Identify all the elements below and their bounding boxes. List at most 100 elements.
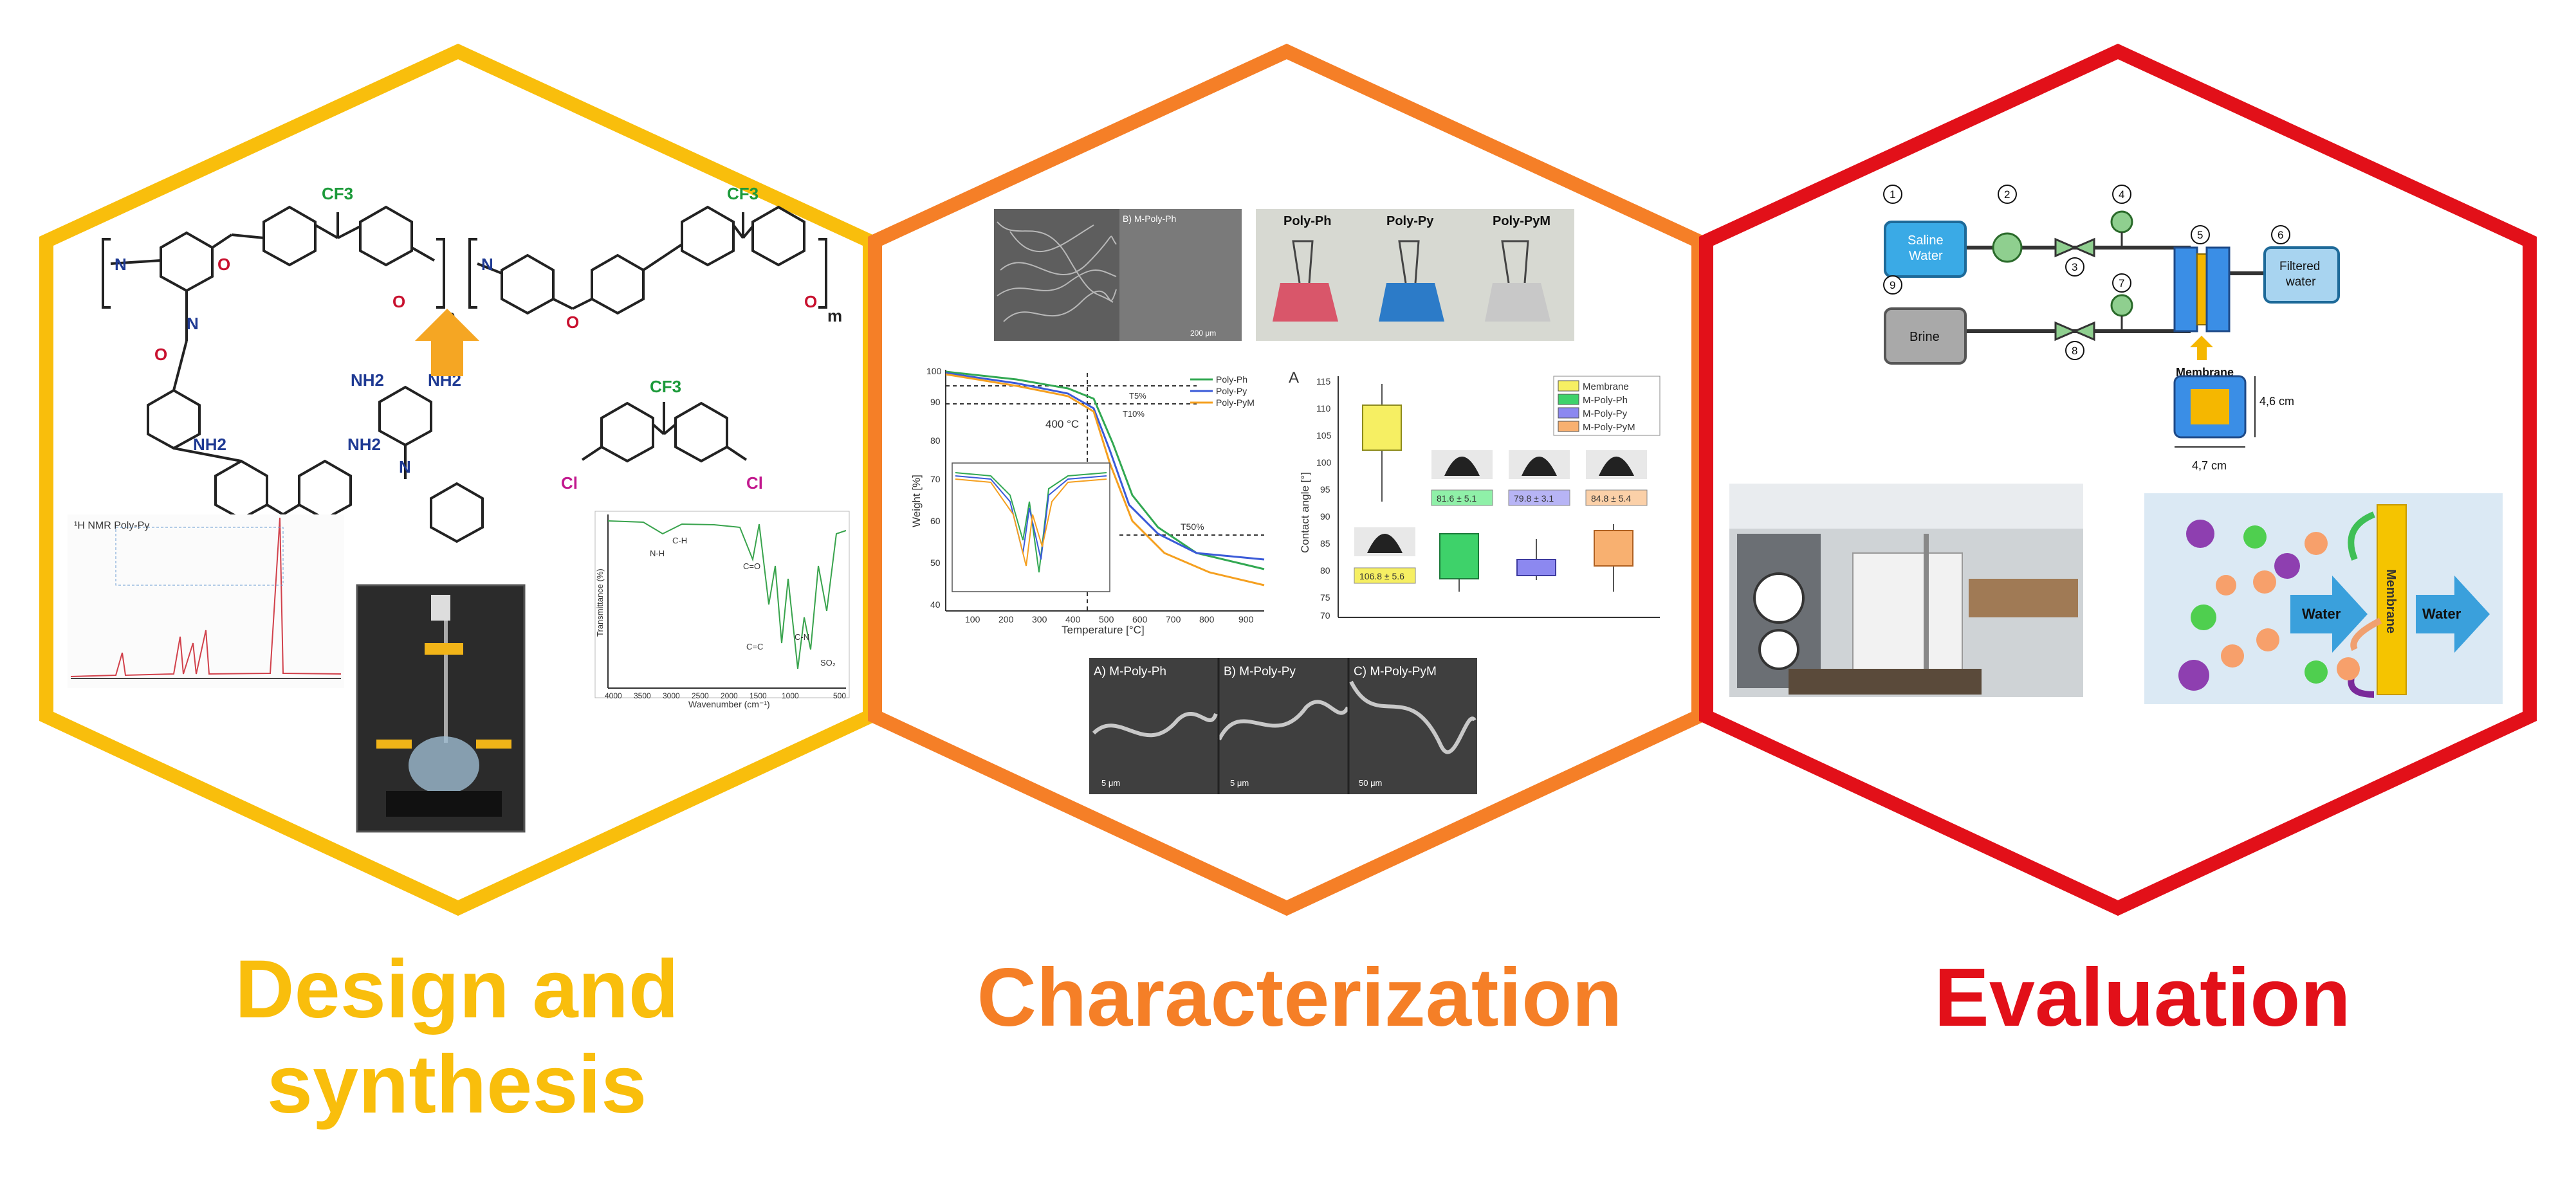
svg-text:T5%: T5% — [1129, 391, 1146, 401]
caption-design-line1: Design and — [235, 943, 679, 1035]
svg-text:C-N: C-N — [795, 632, 809, 642]
svg-text:400: 400 — [1065, 614, 1081, 624]
svg-text:90: 90 — [930, 397, 941, 407]
svg-text:4: 4 — [2119, 188, 2124, 201]
svg-text:2000: 2000 — [721, 691, 738, 700]
ftir-spectrum: Transmittance (%) Wavenumber (cm⁻¹) 4000… — [594, 511, 850, 709]
svg-text:Membrane: Membrane — [1583, 381, 1629, 392]
drop-value-poly-ph: 81.6 ± 5.1 — [1437, 493, 1477, 504]
svg-text:C-H: C-H — [672, 536, 687, 545]
caption-design-and-synthesis: Design and synthesis — [212, 942, 701, 1132]
svg-text:6: 6 — [2277, 229, 2283, 241]
sem-top-label: B) M-Poly-Ph — [1123, 214, 1176, 224]
svg-text:800: 800 — [1199, 614, 1215, 624]
characterization-hexagon — [868, 43, 1706, 916]
svg-text:40: 40 — [930, 599, 941, 610]
drop-value-membrane: 106.8 ± 5.6 — [1359, 571, 1404, 581]
sem-top-scale: 200 μm — [1190, 329, 1216, 338]
svg-text:105: 105 — [1316, 430, 1332, 441]
svg-text:5 μm: 5 μm — [1230, 778, 1249, 788]
svg-text:700: 700 — [1166, 614, 1181, 624]
flow-diagram: Saline Water Brine Membrane Filtered wat… — [1883, 185, 2340, 472]
separation-water-in: Water — [2302, 606, 2341, 622]
svg-text:50: 50 — [930, 558, 941, 568]
tga-xlabel: Temperature [°C] — [1062, 624, 1145, 636]
atom-n-label: N — [481, 255, 493, 274]
ftir-ylabel: Transmittance (%) — [595, 568, 605, 637]
cf3-label: CF3 — [322, 184, 353, 203]
svg-text:85: 85 — [1320, 538, 1330, 549]
atom-o-label: O — [392, 292, 405, 311]
svg-text:400 °C: 400 °C — [1045, 418, 1079, 430]
svg-text:M-Poly-PyM: M-Poly-PyM — [1583, 422, 1635, 433]
svg-text:Poly-PyM: Poly-PyM — [1216, 397, 1255, 408]
tga-chart: Weight [%] Temperature [°C] 100 90 80 70… — [901, 363, 1274, 636]
sem-top-image: B) M-Poly-Ph 200 μm — [994, 209, 1242, 341]
svg-text:1500: 1500 — [750, 691, 767, 700]
svg-text:M-Poly-Py: M-Poly-Py — [1583, 408, 1628, 419]
nmr-spectrum: ¹H NMR Poly-Py — [68, 514, 344, 688]
svg-text:N-H: N-H — [650, 549, 665, 558]
svg-text:SO₂: SO₂ — [820, 658, 836, 668]
svg-text:3000: 3000 — [663, 691, 680, 700]
amine-label: NH2 — [351, 370, 384, 390]
sem-label-poly-py: B) M-Poly-Py — [1224, 665, 1296, 678]
svg-text:115: 115 — [1316, 376, 1331, 386]
flow-node-filtered-line2: water — [2285, 275, 2316, 289]
svg-text:3: 3 — [2072, 261, 2077, 273]
dim-height: 4,6 cm — [2259, 395, 2294, 408]
svg-text:T10%: T10% — [1123, 409, 1145, 419]
svg-text:C=C: C=C — [746, 642, 763, 651]
svg-text:100: 100 — [926, 366, 942, 376]
svg-text:95: 95 — [1320, 484, 1330, 495]
svg-text:100: 100 — [965, 614, 980, 624]
atom-o-label: O — [154, 345, 167, 364]
svg-text:300: 300 — [1032, 614, 1047, 624]
svg-text:1: 1 — [1890, 188, 1895, 201]
atom-cl-label: Cl — [746, 473, 763, 493]
svg-text:90: 90 — [1320, 511, 1330, 522]
sem-label-poly-ph: A) M-Poly-Ph — [1094, 665, 1166, 678]
svg-text:70: 70 — [930, 474, 941, 484]
svg-text:9: 9 — [1890, 279, 1895, 291]
caption-characterization: Characterization — [977, 952, 1623, 1044]
polymer-structure — [102, 205, 827, 543]
flow-node-saline-line1: Saline — [1908, 233, 1944, 248]
svg-text:5 μm: 5 μm — [1101, 778, 1120, 788]
svg-text:200: 200 — [998, 614, 1014, 624]
svg-text:80: 80 — [1320, 565, 1330, 576]
evaluation-hexagon — [1699, 43, 2537, 916]
drop-value-poly-py: 79.8 ± 3.1 — [1514, 493, 1554, 504]
svg-text:5: 5 — [2197, 229, 2203, 241]
sem-label-poly-pym: C) M-Poly-PyM — [1354, 665, 1437, 678]
nmr-title: ¹H NMR Poly-Py — [74, 520, 149, 531]
binder-clips-photo: Poly-Ph Poly-Py Poly-PyM — [1256, 209, 1574, 341]
drop-value-poly-pym: 84.8 ± 5.4 — [1591, 493, 1631, 504]
atom-o-label: O — [217, 255, 230, 274]
clip-label-poly-py: Poly-Py — [1386, 214, 1434, 228]
contact-angle-chart: A Contact angle [°] 115 110 105 100 95 9… — [1287, 363, 1666, 633]
svg-text:500: 500 — [833, 691, 846, 700]
caption-evaluation: Evaluation — [1934, 952, 2351, 1044]
atom-n-label: N — [399, 457, 411, 477]
caption-design-line2: synthesis — [266, 1039, 647, 1131]
clip-label-poly-ph: Poly-Ph — [1283, 214, 1331, 228]
sem-cross-sections: A) M-Poly-Ph B) M-Poly-Py C) M-Poly-PyM … — [1089, 658, 1477, 794]
svg-text:70: 70 — [1320, 610, 1330, 621]
svg-text:900: 900 — [1238, 614, 1254, 624]
atom-cl-label: Cl — [561, 473, 578, 493]
lab-setup-photo — [1729, 484, 2083, 697]
svg-text:1000: 1000 — [782, 691, 799, 700]
contact-ylabel: Contact angle [°] — [1299, 472, 1311, 553]
separation-schematic: Membrane Water Water — [2144, 493, 2503, 704]
flow-node-saline-line2: Water — [1909, 249, 1943, 263]
atom-n-label: N — [187, 314, 199, 333]
clip-label-poly-pym: Poly-PyM — [1493, 214, 1550, 228]
svg-text:100: 100 — [1316, 457, 1332, 468]
svg-text:2500: 2500 — [692, 691, 709, 700]
flow-node-filtered-line1: Filtered — [2279, 260, 2320, 273]
atom-o-label: O — [804, 292, 817, 311]
amine-label: NH2 — [347, 435, 381, 454]
repeat-subscript-m: m — [827, 306, 842, 325]
